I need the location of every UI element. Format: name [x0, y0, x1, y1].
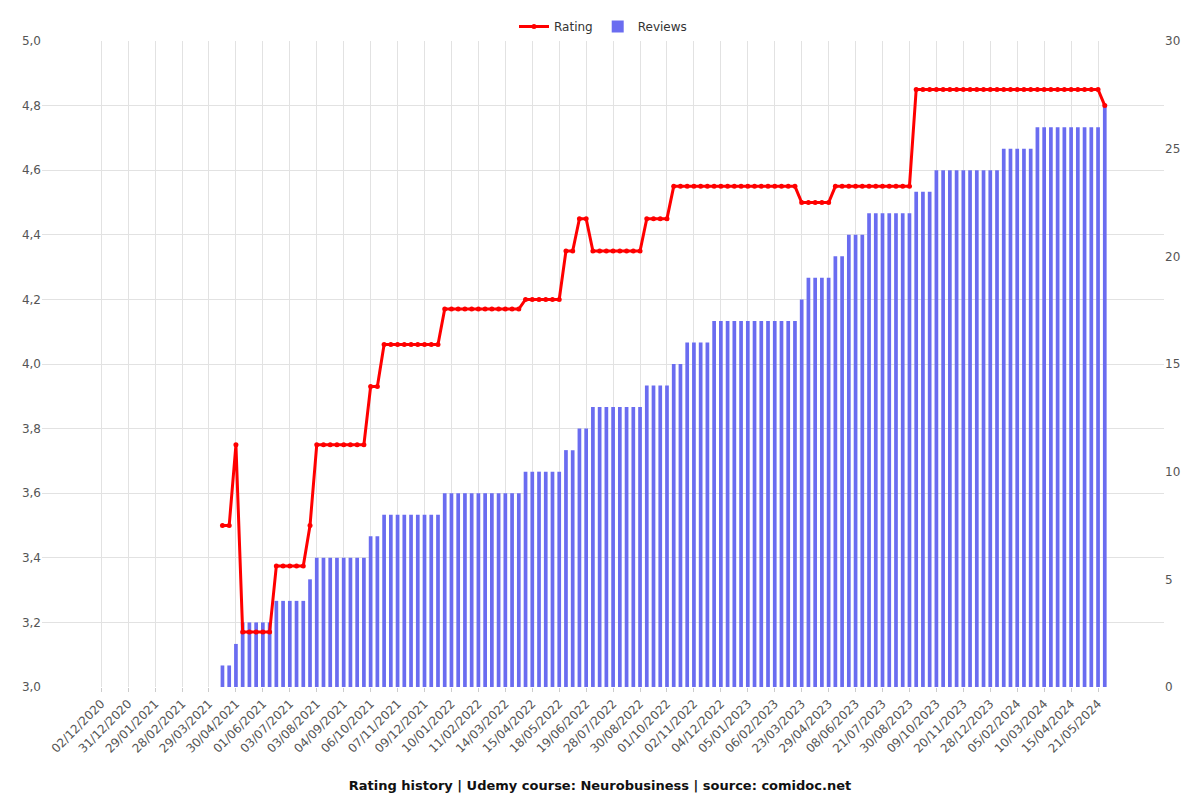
svg-text:06/10/2021: 06/10/2021 — [318, 697, 377, 756]
svg-text:Reviews: Reviews — [638, 20, 687, 34]
svg-text:11/02/2022: 11/02/2022 — [426, 697, 485, 756]
svg-text:21/07/2023: 21/07/2023 — [830, 697, 889, 756]
svg-text:09/10/2023: 09/10/2023 — [884, 697, 943, 756]
svg-text:23/03/2023: 23/03/2023 — [749, 697, 808, 756]
svg-text:10/03/2024: 10/03/2024 — [992, 697, 1051, 756]
svg-text:5: 5 — [1165, 573, 1173, 587]
svg-text:01/10/2022: 01/10/2022 — [615, 697, 674, 756]
svg-text:4,4: 4,4 — [22, 228, 41, 242]
svg-text:02/11/2022: 02/11/2022 — [641, 697, 700, 756]
svg-text:28/07/2022: 28/07/2022 — [561, 697, 620, 756]
svg-text:29/03/2021: 29/03/2021 — [157, 697, 216, 756]
svg-text:03/07/2021: 03/07/2021 — [237, 697, 296, 756]
svg-text:01/06/2021: 01/06/2021 — [210, 697, 269, 756]
svg-text:29/01/2021: 29/01/2021 — [103, 697, 162, 756]
svg-text:07/11/2021: 07/11/2021 — [345, 697, 404, 756]
svg-text:04/12/2022: 04/12/2022 — [668, 697, 727, 756]
svg-text:4,0: 4,0 — [22, 357, 41, 371]
svg-text:29/04/2023: 29/04/2023 — [776, 697, 835, 756]
svg-text:28/02/2021: 28/02/2021 — [130, 697, 189, 756]
svg-text:21/05/2024: 21/05/2024 — [1046, 697, 1105, 756]
svg-text:18/05/2022: 18/05/2022 — [507, 697, 566, 756]
svg-text:15/04/2024: 15/04/2024 — [1019, 697, 1078, 756]
svg-text:20/11/2023: 20/11/2023 — [911, 697, 970, 756]
svg-text:4,2: 4,2 — [22, 293, 41, 307]
svg-text:02/12/2020: 02/12/2020 — [49, 697, 108, 756]
svg-text:19/06/2022: 19/06/2022 — [534, 697, 593, 756]
svg-text:10: 10 — [1165, 465, 1180, 479]
svg-text:04/09/2021: 04/09/2021 — [291, 697, 350, 756]
svg-text:0: 0 — [1165, 680, 1173, 694]
svg-text:09/12/2021: 09/12/2021 — [372, 697, 431, 756]
svg-text:05/02/2024: 05/02/2024 — [965, 697, 1024, 756]
svg-text:3,2: 3,2 — [22, 616, 41, 630]
svg-text:4,8: 4,8 — [22, 99, 41, 113]
svg-text:3,4: 3,4 — [22, 551, 41, 565]
svg-text:05/01/2023: 05/01/2023 — [695, 697, 754, 756]
svg-text:3,0: 3,0 — [22, 680, 41, 694]
svg-text:30: 30 — [1165, 34, 1180, 48]
svg-text:10/01/2022: 10/01/2022 — [399, 697, 458, 756]
svg-text:Rating: Rating — [554, 20, 593, 34]
svg-text:25: 25 — [1165, 142, 1180, 156]
svg-text:08/06/2023: 08/06/2023 — [803, 697, 862, 756]
svg-text:28/12/2023: 28/12/2023 — [938, 697, 997, 756]
svg-text:15/04/2022: 15/04/2022 — [480, 697, 539, 756]
svg-text:20: 20 — [1165, 250, 1180, 264]
svg-text:4,6: 4,6 — [22, 163, 41, 177]
svg-text:5,0: 5,0 — [22, 34, 41, 48]
svg-text:Rating history | Udemy course:: Rating history | Udemy course: Neurobusi… — [349, 778, 851, 793]
svg-text:3,6: 3,6 — [22, 486, 41, 500]
svg-text:03/08/2021: 03/08/2021 — [264, 697, 323, 756]
svg-text:3,8: 3,8 — [22, 422, 41, 436]
svg-text:30/08/2022: 30/08/2022 — [588, 697, 647, 756]
svg-text:06/02/2023: 06/02/2023 — [722, 697, 781, 756]
svg-text:30/04/2021: 30/04/2021 — [183, 697, 242, 756]
svg-text:30/08/2023: 30/08/2023 — [857, 697, 916, 756]
svg-text:31/12/2020: 31/12/2020 — [76, 697, 135, 756]
svg-text:15: 15 — [1165, 357, 1180, 371]
svg-text:14/03/2022: 14/03/2022 — [453, 697, 512, 756]
